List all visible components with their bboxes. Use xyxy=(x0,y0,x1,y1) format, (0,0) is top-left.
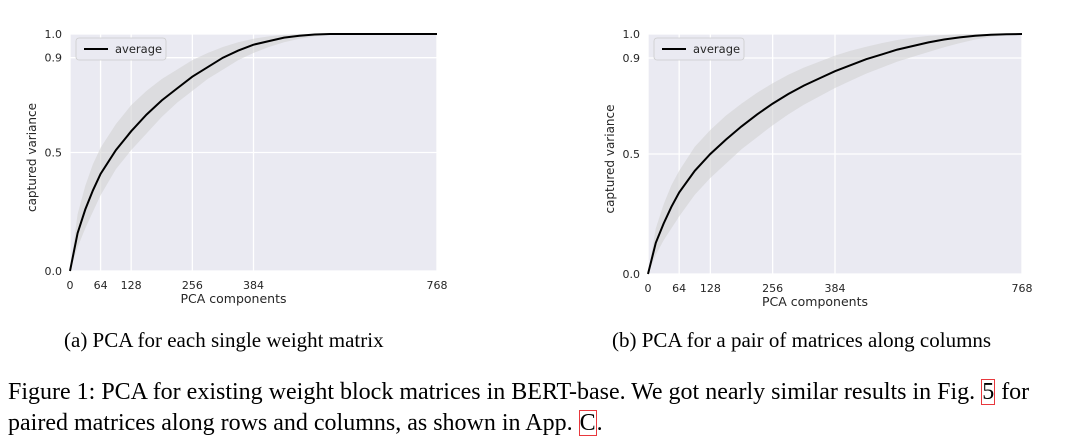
figure-caption: Figure 1: PCA for existing weight block … xyxy=(8,377,1083,439)
chart-b-x-tick-label: 384 xyxy=(825,282,846,295)
chart-b-y-tick-label: 0.9 xyxy=(623,52,641,65)
chart-b-x-axis-label: PCA components xyxy=(762,294,868,309)
subcaption-a: (a) PCA for each single weight matrix xyxy=(64,328,384,352)
chart-a-legend-label: average xyxy=(115,42,162,56)
chart-a-x-axis-label: PCA components xyxy=(180,291,286,306)
caption-text-middle: for paired matrices along rows and colum… xyxy=(8,379,1030,436)
chart-a-x-tick-label: 768 xyxy=(427,279,448,292)
chart-a-y-tick-label: 0.9 xyxy=(45,52,63,65)
figure-ref-link[interactable]: 5 xyxy=(981,379,996,405)
chart-a-svg: 0 64 128 256 384 768 0.0 0.5 0.9 1.0 PCA component… xyxy=(25,28,448,306)
chart-b-average-line xyxy=(647,33,1023,275)
chart-panel-b: 0 64 128 256 384 768 0.0 0.5 0.9 1.0 PCA component… xyxy=(545,0,1089,330)
chart-b-x-tick-label: 256 xyxy=(762,282,783,295)
chart-b-y-tick-label: 1.0 xyxy=(623,28,641,41)
chart-b-legend-box xyxy=(653,37,745,61)
chart-b-legend-label: average xyxy=(693,42,740,56)
chart-a-x-tick-label: 0 xyxy=(67,279,74,292)
chart-a-variance-band xyxy=(70,34,437,271)
chart-b-x-tick-label: 128 xyxy=(700,282,721,295)
chart-a-x-tick-label: 128 xyxy=(121,279,142,292)
chart-b-x-tick-label: 768 xyxy=(1012,282,1033,295)
chart-a-y-tick-label: 1.0 xyxy=(45,28,63,41)
chart-a-x-tick-label: 64 xyxy=(94,279,108,292)
chart-a-legend-box xyxy=(75,37,167,61)
chart-a-y-tick-label: 0.5 xyxy=(45,147,63,160)
chart-b-y-tick-label: 0.5 xyxy=(623,148,641,161)
chart-a-y-tick-label: 0.0 xyxy=(45,265,63,278)
appendix-ref-link[interactable]: C xyxy=(578,410,597,436)
caption-text-before: Figure 1: PCA for existing weight block … xyxy=(8,379,982,405)
chart-b-y-axis-label: captured variance xyxy=(603,104,617,213)
caption-text-after: . xyxy=(596,410,603,436)
subcaption-b: (b) PCA for a pair of matrices along col… xyxy=(612,328,992,352)
chart-b-svg: 0 64 128 256 384 768 0.0 0.5 0.9 1.0 PCA component… xyxy=(603,28,1033,309)
chart-b-y-tick-label: 0.0 xyxy=(623,268,641,281)
chart-a-average-line xyxy=(69,33,437,272)
chart-b-x-tick-label: 0 xyxy=(645,282,652,295)
chart-b-x-tick-label: 64 xyxy=(672,282,686,295)
chart-panel-a: 0 64 128 256 384 768 0.0 0.5 0.9 1.0 PCA component… xyxy=(0,0,545,330)
chart-a-x-tick-label: 384 xyxy=(243,279,264,292)
chart-a-y-axis-label: captured variance xyxy=(25,103,39,212)
chart-a-x-tick-label: 256 xyxy=(182,279,203,292)
chart-b-variance-band xyxy=(648,34,1022,274)
